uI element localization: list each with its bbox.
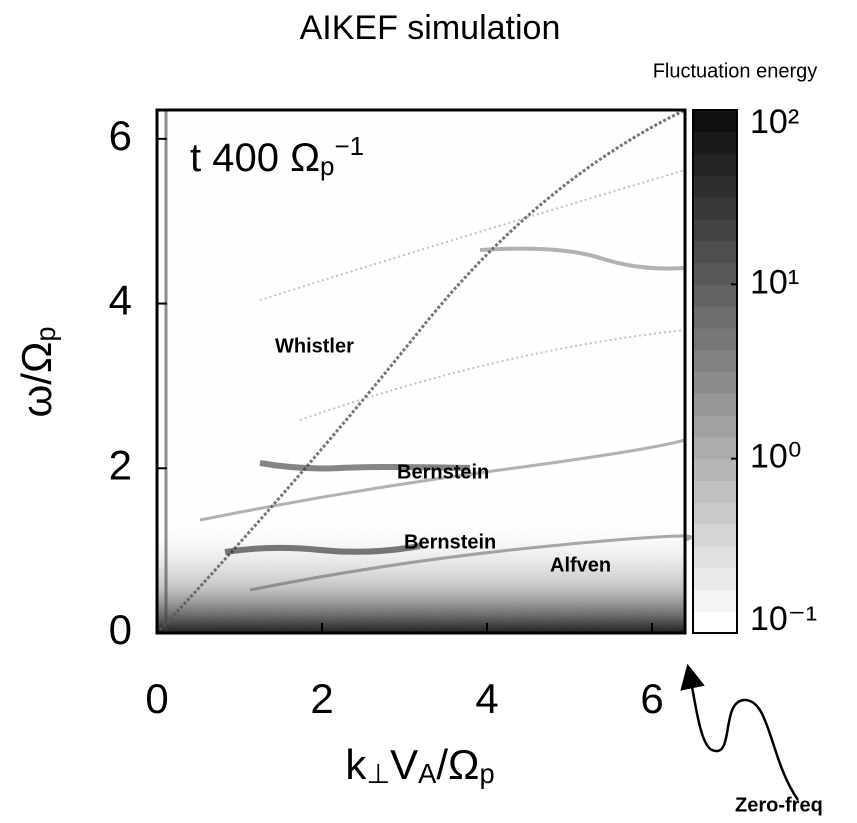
colorbar-step	[693, 458, 737, 481]
colorbar-step	[693, 393, 737, 416]
colorbar-step	[693, 240, 737, 264]
colorbar-step	[693, 545, 737, 569]
colorbar-tick-label: 10¹	[750, 263, 799, 301]
colorbar-step	[693, 218, 737, 242]
x-axis-label-part: V	[390, 741, 418, 788]
colorbar-step	[693, 415, 737, 438]
branch-label: Bernstein	[397, 461, 489, 483]
x-axis-label-part: k	[345, 741, 367, 788]
colorbar-step	[693, 524, 737, 547]
colorbar-step	[693, 110, 737, 133]
x-tick-label: 6	[640, 675, 663, 722]
colorbar-step	[693, 436, 737, 460]
arrow-label: Zero-freq	[735, 794, 823, 816]
y-tick-label: 2	[109, 441, 132, 488]
arrow	[680, 663, 800, 801]
branch-label: Alfven	[550, 554, 611, 576]
annotation-part: p	[320, 151, 334, 181]
x-axis-label-part: ⊥	[366, 758, 390, 789]
y-tick-label: 0	[109, 606, 132, 653]
x-axis-label: k⊥VA/Ωp	[345, 741, 494, 789]
plot-frame	[155, 108, 687, 635]
colorbar-step	[693, 262, 737, 285]
annotation-part: −1	[334, 131, 364, 161]
colorbar-step	[693, 349, 737, 372]
colorbar-step	[693, 175, 737, 198]
colorbar-step	[693, 611, 737, 634]
heatmap-texture	[157, 108, 693, 633]
colorbar-tick-label: 10²	[750, 103, 799, 141]
colorbar-step	[693, 567, 737, 590]
colorbar-step	[693, 589, 737, 612]
x-tick-label: 2	[310, 675, 333, 722]
y-axis-label-part: p	[30, 326, 61, 341]
colorbar-step	[693, 197, 737, 220]
x-tick-label: 0	[145, 675, 168, 722]
colorbar-label: Fluctuation energy	[653, 60, 818, 82]
y-tick-label: 6	[109, 112, 132, 159]
branch-label: Bernstein	[404, 531, 496, 553]
colorbar-step	[693, 284, 737, 307]
x-axis-label-part: p	[479, 758, 494, 789]
colorbar-step	[693, 480, 737, 503]
annotation: t 400 Ωp−1	[190, 131, 364, 180]
y-axis-label-part: ω/Ω	[13, 342, 60, 418]
chart-title: AIKEF simulation	[300, 9, 561, 47]
x-axis-label-part: /Ω	[436, 741, 479, 788]
colorbar-tick-label: 10⁰	[750, 438, 801, 476]
annotation-part: t 400 Ω	[190, 136, 320, 180]
x-axis-label-part: A	[418, 758, 437, 789]
colorbar-step	[693, 502, 737, 525]
y-tick-label: 4	[109, 277, 132, 324]
colorbar-tick-label: 10⁻¹	[750, 600, 817, 638]
x-tick-label: 4	[475, 675, 498, 722]
colorbar-step	[693, 153, 737, 176]
colorbar-step	[693, 131, 737, 155]
y-axis-label: ω/Ωp	[13, 326, 61, 417]
colorbar-step	[693, 371, 737, 394]
branch-label: Whistler	[275, 335, 354, 357]
colorbar-frame	[692, 109, 738, 634]
colorbar-step	[693, 327, 737, 351]
colorbar-step	[693, 306, 737, 329]
